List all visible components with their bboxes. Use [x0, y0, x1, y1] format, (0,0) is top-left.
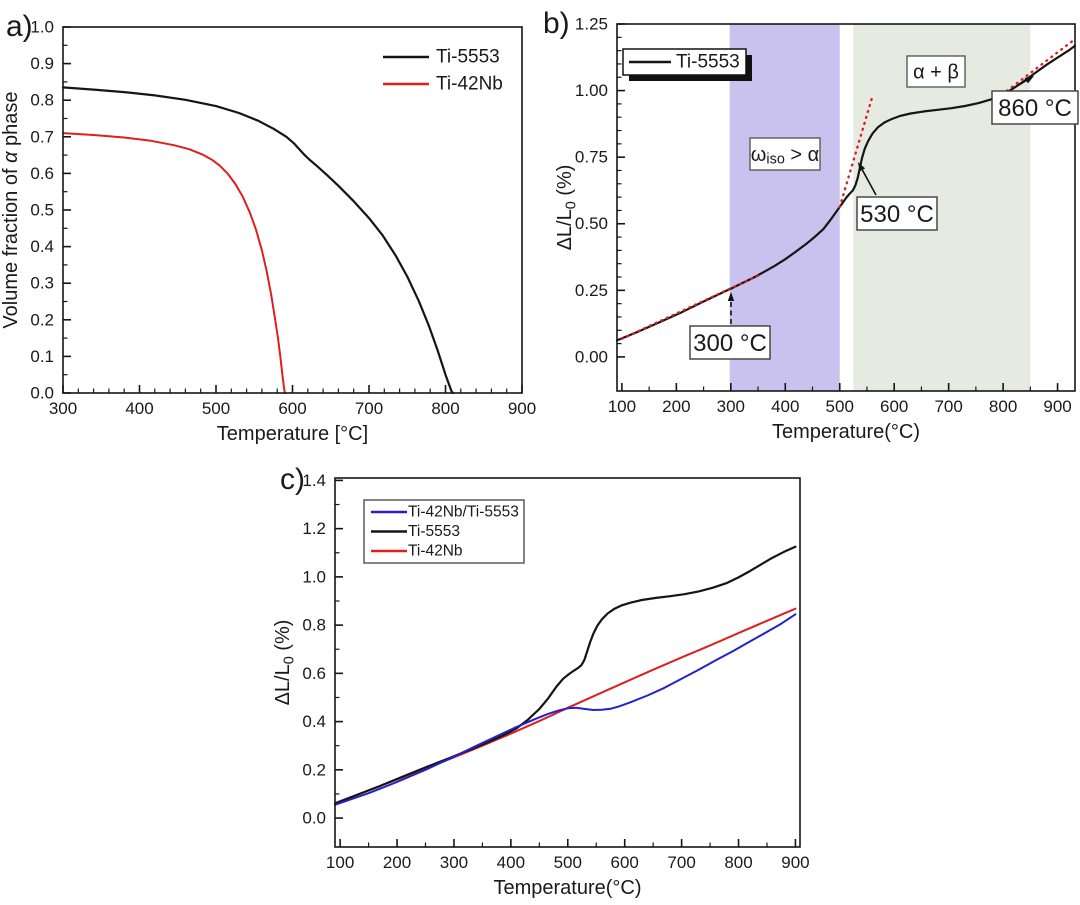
y-tick-label: 0.8	[302, 616, 326, 635]
annotation-box	[689, 325, 771, 360]
panel-c-chart: 100 200 300 400 500 600 700 800 900 0.0 0.2 0.4 0.6 0…	[270, 455, 830, 905]
x-tick-label: 500	[826, 397, 854, 416]
annotation-label: α + β	[913, 62, 959, 84]
x-tick-label: 200	[662, 397, 690, 416]
legend-item-label: Ti-5553	[436, 47, 500, 68]
x-tick-label: 500	[202, 399, 230, 418]
y-tick-label: 0.4	[302, 712, 326, 731]
tangent-guide-1	[620, 273, 761, 340]
y-tick-label: 0.0	[30, 384, 54, 403]
annotation-arrow	[861, 169, 877, 196]
legend-item-label: Ti-5553	[676, 52, 740, 73]
annotation-label: 860 °C	[998, 95, 1072, 122]
x-tick-label: 500	[554, 853, 582, 872]
x-tick-label: 400	[497, 853, 525, 872]
y-axis-title: ΔL/L0 (%)	[554, 165, 579, 251]
x-axis-title: Temperature(°C)	[772, 421, 920, 443]
x-tick-label: 900	[781, 853, 809, 872]
arrowhead	[858, 162, 866, 172]
series-line-ti-5553	[61, 86, 455, 395]
x-tick-label: 300	[49, 399, 77, 418]
y-tick-label: 0.4	[30, 237, 54, 256]
y-tick-label: 1.25	[575, 15, 608, 34]
y-tick-label: 1.0	[302, 567, 326, 586]
x-tick-label: 100	[326, 853, 354, 872]
y-tick-label: 0.0	[302, 809, 326, 828]
x-tick-label: 800	[989, 397, 1017, 416]
annotation-box	[856, 196, 938, 231]
annotation-label: ωiso > α	[751, 144, 819, 167]
y-tick-label: 0.6	[302, 664, 326, 683]
series-line-ti-5553	[333, 545, 797, 805]
y-tick-label: 0.8	[30, 91, 54, 110]
x-tick-label: 800	[724, 853, 752, 872]
x-tick-label: 300	[440, 853, 468, 872]
y-tick-label: 0.6	[30, 164, 54, 183]
y-tick-label: 0.50	[575, 214, 608, 233]
x-tick-label: 700	[355, 399, 383, 418]
legend-item-label: Ti-42Nb/Ti-5553	[408, 504, 519, 521]
y-tick-label: 0.9	[30, 54, 54, 73]
y-tick-label: 1.0	[30, 18, 54, 37]
panel-a-chart: 300 400 500 600 700 800 900 0.0 0.1 0.2 0.3 0.4 0.5 0…	[0, 0, 540, 455]
x-tick-label: 900	[508, 399, 536, 418]
plot-border	[616, 23, 1076, 392]
x-axis-title: Temperature [°C]	[217, 423, 368, 445]
annotation-box	[906, 55, 966, 88]
x-tick-label: 600	[880, 397, 908, 416]
y-axis-title: Volume fraction of α phase	[0, 91, 22, 328]
chart-b-canvas: 100 200 300 400 500 600 700 800 900 0.00 0.25 0.50 0…	[543, 7, 1079, 443]
annotation-label: 300 °C	[693, 330, 767, 357]
arrowhead	[1024, 76, 1034, 84]
x-tick-label: 800	[431, 399, 459, 418]
chart-a-canvas: 300 400 500 600 700 800 900 0.0 0.1 0.2 0.3 0.4 0.5 0…	[0, 10, 536, 445]
plot-area	[63, 27, 522, 393]
legend-item-label: Ti-5553	[408, 523, 460, 540]
x-tick-label: 600	[611, 853, 639, 872]
x-tick-label: 100	[608, 397, 636, 416]
annotation-box	[991, 90, 1079, 125]
y-tick-label: 0.1	[30, 347, 54, 366]
y-tick-label: 0.2	[302, 760, 326, 779]
tangent-guide-3	[1000, 38, 1076, 96]
y-tick-label: 0.3	[30, 274, 54, 293]
y-tick-label: 0.5	[30, 201, 54, 220]
x-tick-label: 900	[1043, 397, 1071, 416]
panel-letter-c: c)	[280, 463, 305, 496]
series-line-ti-42nb	[62, 132, 286, 394]
y-axis-title: ΔL/L0 (%)	[272, 620, 297, 706]
tangent-guide-2	[838, 95, 874, 209]
x-tick-label: 400	[125, 399, 153, 418]
x-axis-title: Temperature(°C)	[493, 877, 641, 899]
series-line-ti-42nb-ti-5553	[334, 613, 797, 806]
x-tick-label: 600	[278, 399, 306, 418]
y-tick-label: 1.00	[575, 81, 608, 100]
y-tick-label: 0.00	[575, 347, 608, 366]
chart-c-canvas: 100 200 300 400 500 600 700 800 900 0.0 0.2 0.4 0.6 0…	[272, 463, 810, 899]
panel-letter-b: b)	[543, 7, 570, 40]
panel-letter-a: a)	[6, 10, 33, 43]
x-tick-label: 200	[383, 853, 411, 872]
annotation-box	[749, 137, 821, 171]
arrowhead	[727, 292, 735, 301]
annotation-label: 530 °C	[860, 201, 934, 228]
x-tick-label: 700	[667, 853, 695, 872]
panel-b-chart: 100 200 300 400 500 600 700 800 900 0.00 0.25 0.50 0…	[540, 0, 1080, 455]
x-tick-label: 300	[717, 397, 745, 416]
y-tick-label: 0.2	[30, 310, 54, 329]
y-tick-label: 0.7	[30, 127, 54, 146]
y-tick-label: 1.2	[302, 519, 326, 538]
legend-item-label: Ti-42Nb	[408, 543, 463, 560]
y-tick-label: 0.75	[575, 148, 608, 167]
annotation-arrow	[1011, 79, 1027, 90]
x-tick-label: 700	[934, 397, 962, 416]
y-tick-label: 1.4	[302, 471, 326, 490]
y-tick-label: 0.25	[575, 281, 608, 300]
legend-item-label: Ti-42Nb	[436, 74, 503, 95]
x-tick-label: 400	[771, 397, 799, 416]
